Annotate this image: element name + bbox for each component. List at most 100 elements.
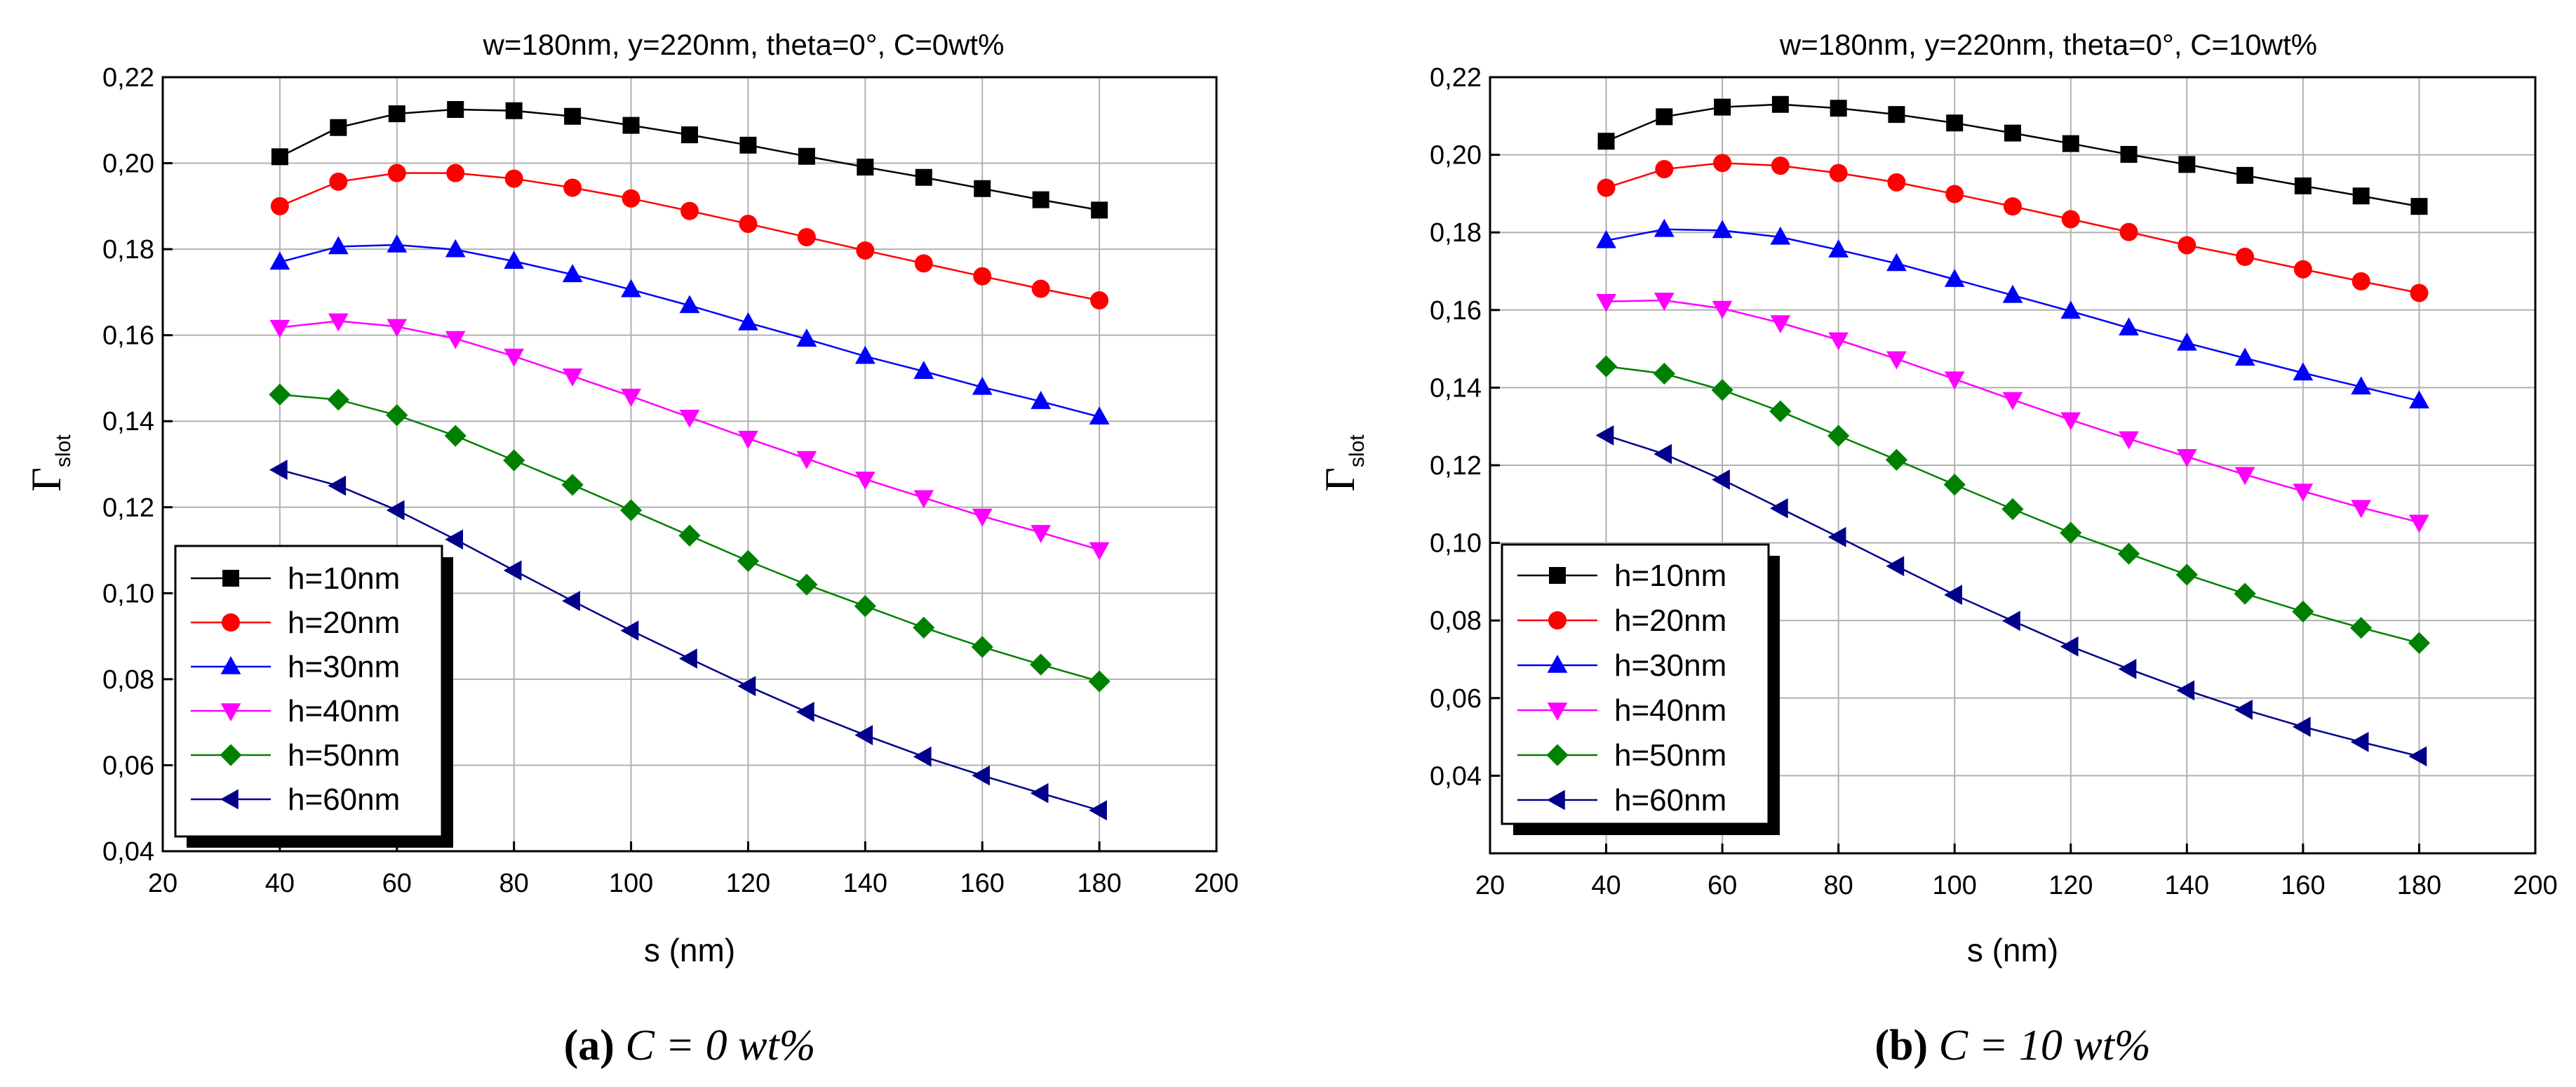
y-tick-label: 0,20 bbox=[1430, 141, 1482, 171]
data-point-h=20nm-s130 bbox=[797, 227, 816, 246]
y-tick-label: 0,06 bbox=[1430, 684, 1482, 714]
chart-title-b: w=180nm, y=220nm, theta=0°, C=10wt% bbox=[1779, 28, 2317, 61]
data-point-h=30nm-s80 bbox=[1828, 239, 1849, 258]
data-point-h=30nm-s180 bbox=[2409, 390, 2429, 409]
y-axis-label-sub-b: slot bbox=[1346, 434, 1369, 467]
data-point-h=10nm-s40 bbox=[271, 148, 288, 166]
data-point-h=40nm-s170 bbox=[1031, 525, 1052, 543]
legend-marker bbox=[1547, 789, 1565, 811]
data-point-h=10nm-s50 bbox=[1656, 108, 1673, 126]
data-point-h=10nm-s140 bbox=[2178, 156, 2196, 173]
data-point-h=10nm-s140 bbox=[857, 159, 874, 176]
data-point-h=20nm-s120 bbox=[2061, 210, 2080, 229]
data-point-h=20nm-s180 bbox=[1090, 291, 1109, 310]
data-point-h=20nm-s60 bbox=[387, 164, 406, 182]
data-point-h=40nm-s120 bbox=[2060, 412, 2081, 431]
legend-marker bbox=[222, 570, 239, 587]
x-tick-label: 180 bbox=[1077, 869, 1121, 898]
y-tick-label: 0,16 bbox=[102, 321, 154, 351]
data-point-h=50nm-s50 bbox=[1653, 362, 1675, 385]
data-point-h=60nm-s110 bbox=[679, 648, 697, 669]
data-point-h=60nm-s120 bbox=[2060, 636, 2079, 657]
data-point-h=30nm-s170 bbox=[1031, 391, 1052, 409]
data-point-h=50nm-s140 bbox=[854, 595, 876, 618]
legend-marker bbox=[1547, 655, 1568, 673]
data-point-h=30nm-s110 bbox=[2002, 284, 2023, 303]
data-point-h=20nm-s50 bbox=[1655, 160, 1674, 179]
data-point-h=30nm-s40 bbox=[1596, 229, 1616, 248]
legend-label: h=50nm bbox=[288, 738, 400, 773]
data-point-h=50nm-s140 bbox=[2175, 563, 2198, 586]
data-point-h=60nm-s80 bbox=[503, 560, 522, 581]
data-point-h=40nm-s70 bbox=[445, 331, 466, 349]
x-tick-label: 200 bbox=[1194, 869, 1238, 898]
data-point-h=30nm-s140 bbox=[2176, 332, 2197, 351]
data-point-h=40nm-s180 bbox=[2409, 514, 2429, 533]
data-point-h=40nm-s40 bbox=[269, 319, 290, 338]
data-point-h=60nm-s60 bbox=[386, 500, 405, 521]
data-point-h=10nm-s60 bbox=[1714, 98, 1731, 116]
data-point-h=60nm-s50 bbox=[1653, 444, 1672, 465]
data-point-h=30nm-s170 bbox=[2351, 376, 2372, 395]
data-point-h=60nm-s150 bbox=[913, 746, 932, 767]
legend-marker bbox=[1549, 567, 1566, 584]
data-point-h=30nm-s110 bbox=[679, 295, 700, 314]
data-point-h=20nm-s150 bbox=[2236, 248, 2255, 267]
x-tick-label: 140 bbox=[843, 869, 887, 898]
x-tick-label: 160 bbox=[960, 869, 1005, 898]
data-point-h=50nm-s40 bbox=[269, 383, 291, 406]
data-point-h=10nm-s50 bbox=[330, 119, 347, 136]
data-point-h=50nm-s180 bbox=[2408, 632, 2431, 654]
data-point-h=40nm-s180 bbox=[1089, 542, 1110, 561]
data-point-h=20nm-s170 bbox=[2352, 272, 2370, 291]
data-point-h=60nm-s180 bbox=[2408, 746, 2427, 767]
data-point-h=40nm-s60 bbox=[387, 319, 408, 338]
data-point-h=60nm-s90 bbox=[562, 590, 580, 611]
data-point-h=30nm-s50 bbox=[328, 236, 349, 255]
data-point-h=30nm-s160 bbox=[2293, 362, 2314, 381]
data-point-h=40nm-s130 bbox=[2119, 431, 2139, 450]
data-point-h=10nm-s90 bbox=[1888, 106, 1905, 124]
data-point-h=50nm-s170 bbox=[2350, 617, 2373, 639]
data-point-h=60nm-s170 bbox=[1030, 782, 1049, 803]
data-point-h=40nm-s90 bbox=[562, 368, 583, 387]
data-point-h=10nm-s80 bbox=[505, 102, 523, 119]
data-point-h=20nm-s90 bbox=[1887, 173, 1906, 192]
data-point-h=20nm-s70 bbox=[446, 164, 465, 182]
data-point-h=10nm-s180 bbox=[1091, 201, 1108, 219]
y-tick-label: 0,12 bbox=[1430, 451, 1482, 481]
data-point-h=10nm-s80 bbox=[1830, 100, 1847, 117]
x-tick-label: 180 bbox=[2397, 871, 2441, 900]
data-point-h=60nm-s40 bbox=[269, 460, 288, 480]
data-point-h=50nm-s130 bbox=[796, 573, 818, 596]
data-point-h=50nm-s90 bbox=[561, 474, 584, 496]
data-point-h=20nm-s140 bbox=[2178, 236, 2196, 255]
data-point-h=20nm-s60 bbox=[1713, 154, 1732, 173]
data-point-h=10nm-s170 bbox=[2352, 187, 2370, 205]
data-point-h=30nm-s40 bbox=[269, 251, 290, 270]
data-point-h=60nm-s150 bbox=[2234, 699, 2253, 720]
data-point-h=40nm-s110 bbox=[679, 409, 700, 428]
data-point-h=30nm-s70 bbox=[445, 239, 466, 258]
caption-a: (a) C = 0 wt% bbox=[564, 1022, 816, 1069]
x-tick-label: 100 bbox=[609, 869, 653, 898]
data-point-h=60nm-s60 bbox=[1712, 469, 1730, 490]
data-point-h=40nm-s100 bbox=[621, 388, 641, 407]
data-point-h=20nm-s80 bbox=[1829, 164, 1848, 182]
data-point-h=50nm-s170 bbox=[1030, 653, 1052, 676]
data-point-h=40nm-s110 bbox=[2002, 392, 2023, 411]
x-tick-label: 80 bbox=[1824, 871, 1853, 900]
data-point-h=60nm-s50 bbox=[328, 475, 347, 496]
data-point-h=20nm-s110 bbox=[2004, 197, 2022, 216]
data-point-h=20nm-s70 bbox=[1771, 156, 1790, 175]
data-point-h=10nm-s90 bbox=[564, 107, 582, 125]
y-tick-label: 0,20 bbox=[102, 149, 154, 179]
panel-b: w=180nm, y=220nm, theta=0°, C=10wt% 20 40… bbox=[1317, 28, 2558, 1069]
data-point-h=50nm-s60 bbox=[1711, 379, 1733, 401]
data-point-h=60nm-s40 bbox=[1595, 425, 1614, 446]
data-point-h=20nm-s80 bbox=[504, 169, 523, 188]
y-tick-label: 0,22 bbox=[102, 63, 154, 93]
legend-marker bbox=[220, 789, 239, 810]
data-point-h=10nm-s60 bbox=[388, 105, 405, 123]
data-point-h=20nm-s110 bbox=[680, 201, 699, 220]
